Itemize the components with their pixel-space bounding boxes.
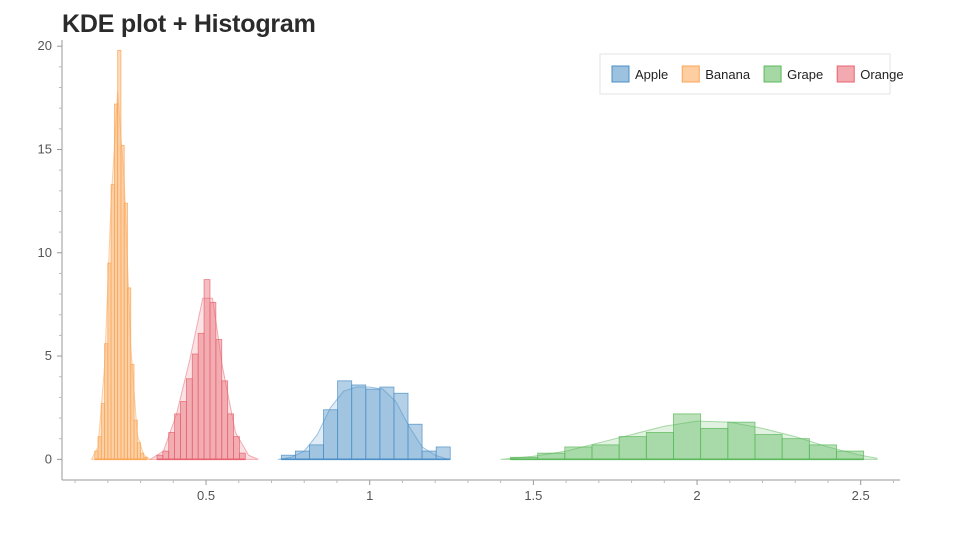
x-tick-label: 1.5	[524, 488, 542, 503]
grape-legend-swatch	[763, 65, 782, 83]
orange-legend-swatch	[836, 65, 855, 83]
orange-series	[148, 279, 259, 461]
grape-series	[500, 413, 878, 461]
apple-series	[277, 380, 451, 461]
axes: 0.5 1 1.5 2 2.5 0 5 10 15 20	[38, 38, 900, 503]
apple-legend-label: Apple	[635, 67, 668, 82]
y-tick-label: 10	[38, 245, 52, 260]
y-tick-label: 15	[38, 141, 52, 156]
apple-kde-area	[277, 386, 449, 460]
grape-bar	[645, 432, 674, 460]
y-tick-label: 0	[45, 451, 52, 466]
orange-kde-area	[148, 297, 259, 460]
grape-bar	[727, 421, 756, 460]
grape-bar	[754, 434, 783, 460]
grape-kde-area	[500, 420, 878, 460]
banana-series	[90, 49, 153, 461]
y-tick-label: 20	[38, 38, 52, 53]
chart-title: KDE plot + Histogram	[62, 10, 316, 38]
y-tick-label: 5	[45, 348, 52, 363]
plot-area	[90, 49, 878, 461]
banana-legend-label: Banana	[705, 67, 751, 82]
banana-legend-swatch	[681, 65, 700, 83]
x-tick-label: 0.5	[197, 488, 215, 503]
x-tick-label: 2	[693, 488, 700, 503]
x-tick-label: 1	[366, 488, 373, 503]
grape-legend-label: Grape	[787, 67, 823, 82]
legend: Apple Banana Grape Orange	[599, 53, 904, 95]
apple-legend-swatch	[611, 65, 630, 83]
orange-legend-label: Orange	[860, 67, 903, 82]
x-tick-label: 2.5	[852, 488, 870, 503]
banana-kde-area	[90, 91, 153, 460]
